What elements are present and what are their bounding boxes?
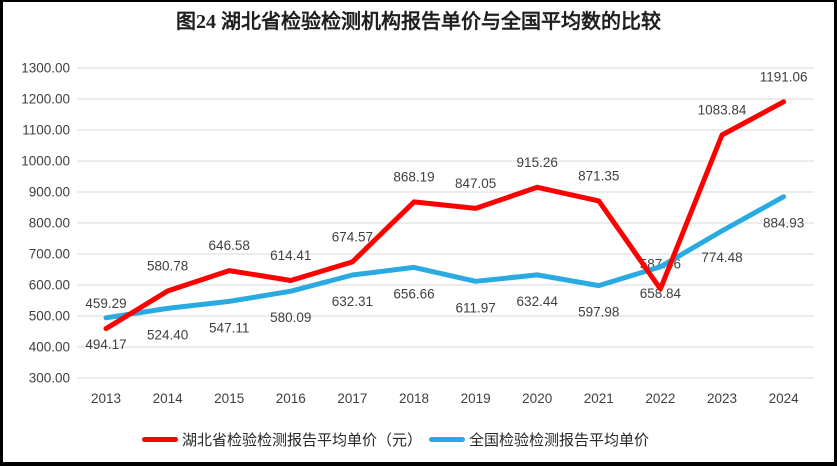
legend-label-hubei: 湖北省检验检测报告平均单价（元） (182, 432, 423, 449)
legend-swatch-national-icon (429, 436, 466, 442)
y-tick-label: 300.00 (29, 371, 70, 386)
x-tick-label: 2019 (461, 391, 491, 406)
x-tick-label: 2020 (522, 391, 552, 406)
data-label-national: 632.31 (332, 294, 373, 309)
y-tick-label: 600.00 (29, 278, 70, 293)
x-tick-label: 2013 (91, 391, 121, 406)
chart-legend: 湖北省检验检测报告平均单价（元） 全国检验检测报告平均单价 (142, 429, 649, 450)
x-tick-label: 2024 (769, 391, 800, 406)
data-label-hubei: 868.19 (393, 169, 434, 184)
data-label-hubei: 646.58 (209, 238, 250, 253)
legend-swatch-hubei-icon (142, 436, 178, 442)
data-label-national: 656.66 (393, 286, 434, 301)
data-label-national: 547.11 (209, 320, 249, 335)
data-label-national: 884.93 (763, 216, 804, 231)
data-label-national: 658.84 (640, 286, 682, 301)
data-label-national: 597.98 (578, 305, 619, 320)
y-tick-label: 1100.00 (22, 123, 70, 138)
y-tick-label: 1000.00 (21, 154, 70, 169)
data-label-hubei: 674.57 (332, 229, 373, 244)
data-label-hubei: 915.26 (517, 155, 558, 170)
y-tick-label: 700.00 (29, 247, 70, 262)
x-tick-label: 2014 (153, 391, 184, 406)
data-label-national: 524.40 (147, 327, 188, 342)
x-tick-label: 2022 (645, 391, 675, 406)
legend-label-national: 全国检验检测报告平均单价 (469, 432, 650, 449)
data-label-national: 611.97 (455, 300, 495, 315)
data-label-hubei: 1191.06 (760, 69, 808, 84)
data-label-national: 580.09 (270, 310, 311, 325)
data-label-hubei: 580.78 (147, 259, 188, 274)
chart-title: 图24 湖北省检验检测机构报告单价与全国平均数的比较 (176, 11, 661, 33)
x-tick-label: 2018 (399, 391, 429, 406)
y-tick-label: 1200.00 (21, 92, 70, 107)
y-tick-label: 400.00 (29, 340, 70, 355)
data-label-national: 774.48 (701, 250, 742, 265)
legend-item-national: 全国检验检测报告平均单价 (429, 429, 649, 450)
legend-item-hubei: 湖北省检验检测报告平均单价（元） (142, 429, 422, 450)
data-label-national: 632.44 (517, 294, 559, 309)
y-tick-label: 1300.00 (21, 61, 70, 76)
x-tick-label: 2015 (214, 391, 244, 406)
y-tick-label: 900.00 (29, 185, 70, 200)
x-tick-label: 2017 (337, 391, 367, 406)
data-label-hubei: 847.05 (455, 176, 496, 191)
data-label-hubei: 871.35 (578, 168, 619, 183)
x-tick-label: 2023 (707, 391, 737, 406)
data-label-hubei: 459.29 (85, 296, 126, 311)
y-tick-label: 800.00 (29, 216, 70, 231)
series-line-hubei (103, 99, 787, 332)
series-line-national (103, 194, 787, 321)
x-tick-label: 2016 (276, 391, 306, 406)
y-tick-label: 500.00 (29, 309, 70, 324)
data-label-hubei: 1083.84 (698, 103, 747, 118)
data-label-hubei: 614.41 (270, 248, 311, 263)
data-label-national: 494.17 (85, 337, 126, 352)
x-tick-label: 2021 (584, 391, 614, 406)
